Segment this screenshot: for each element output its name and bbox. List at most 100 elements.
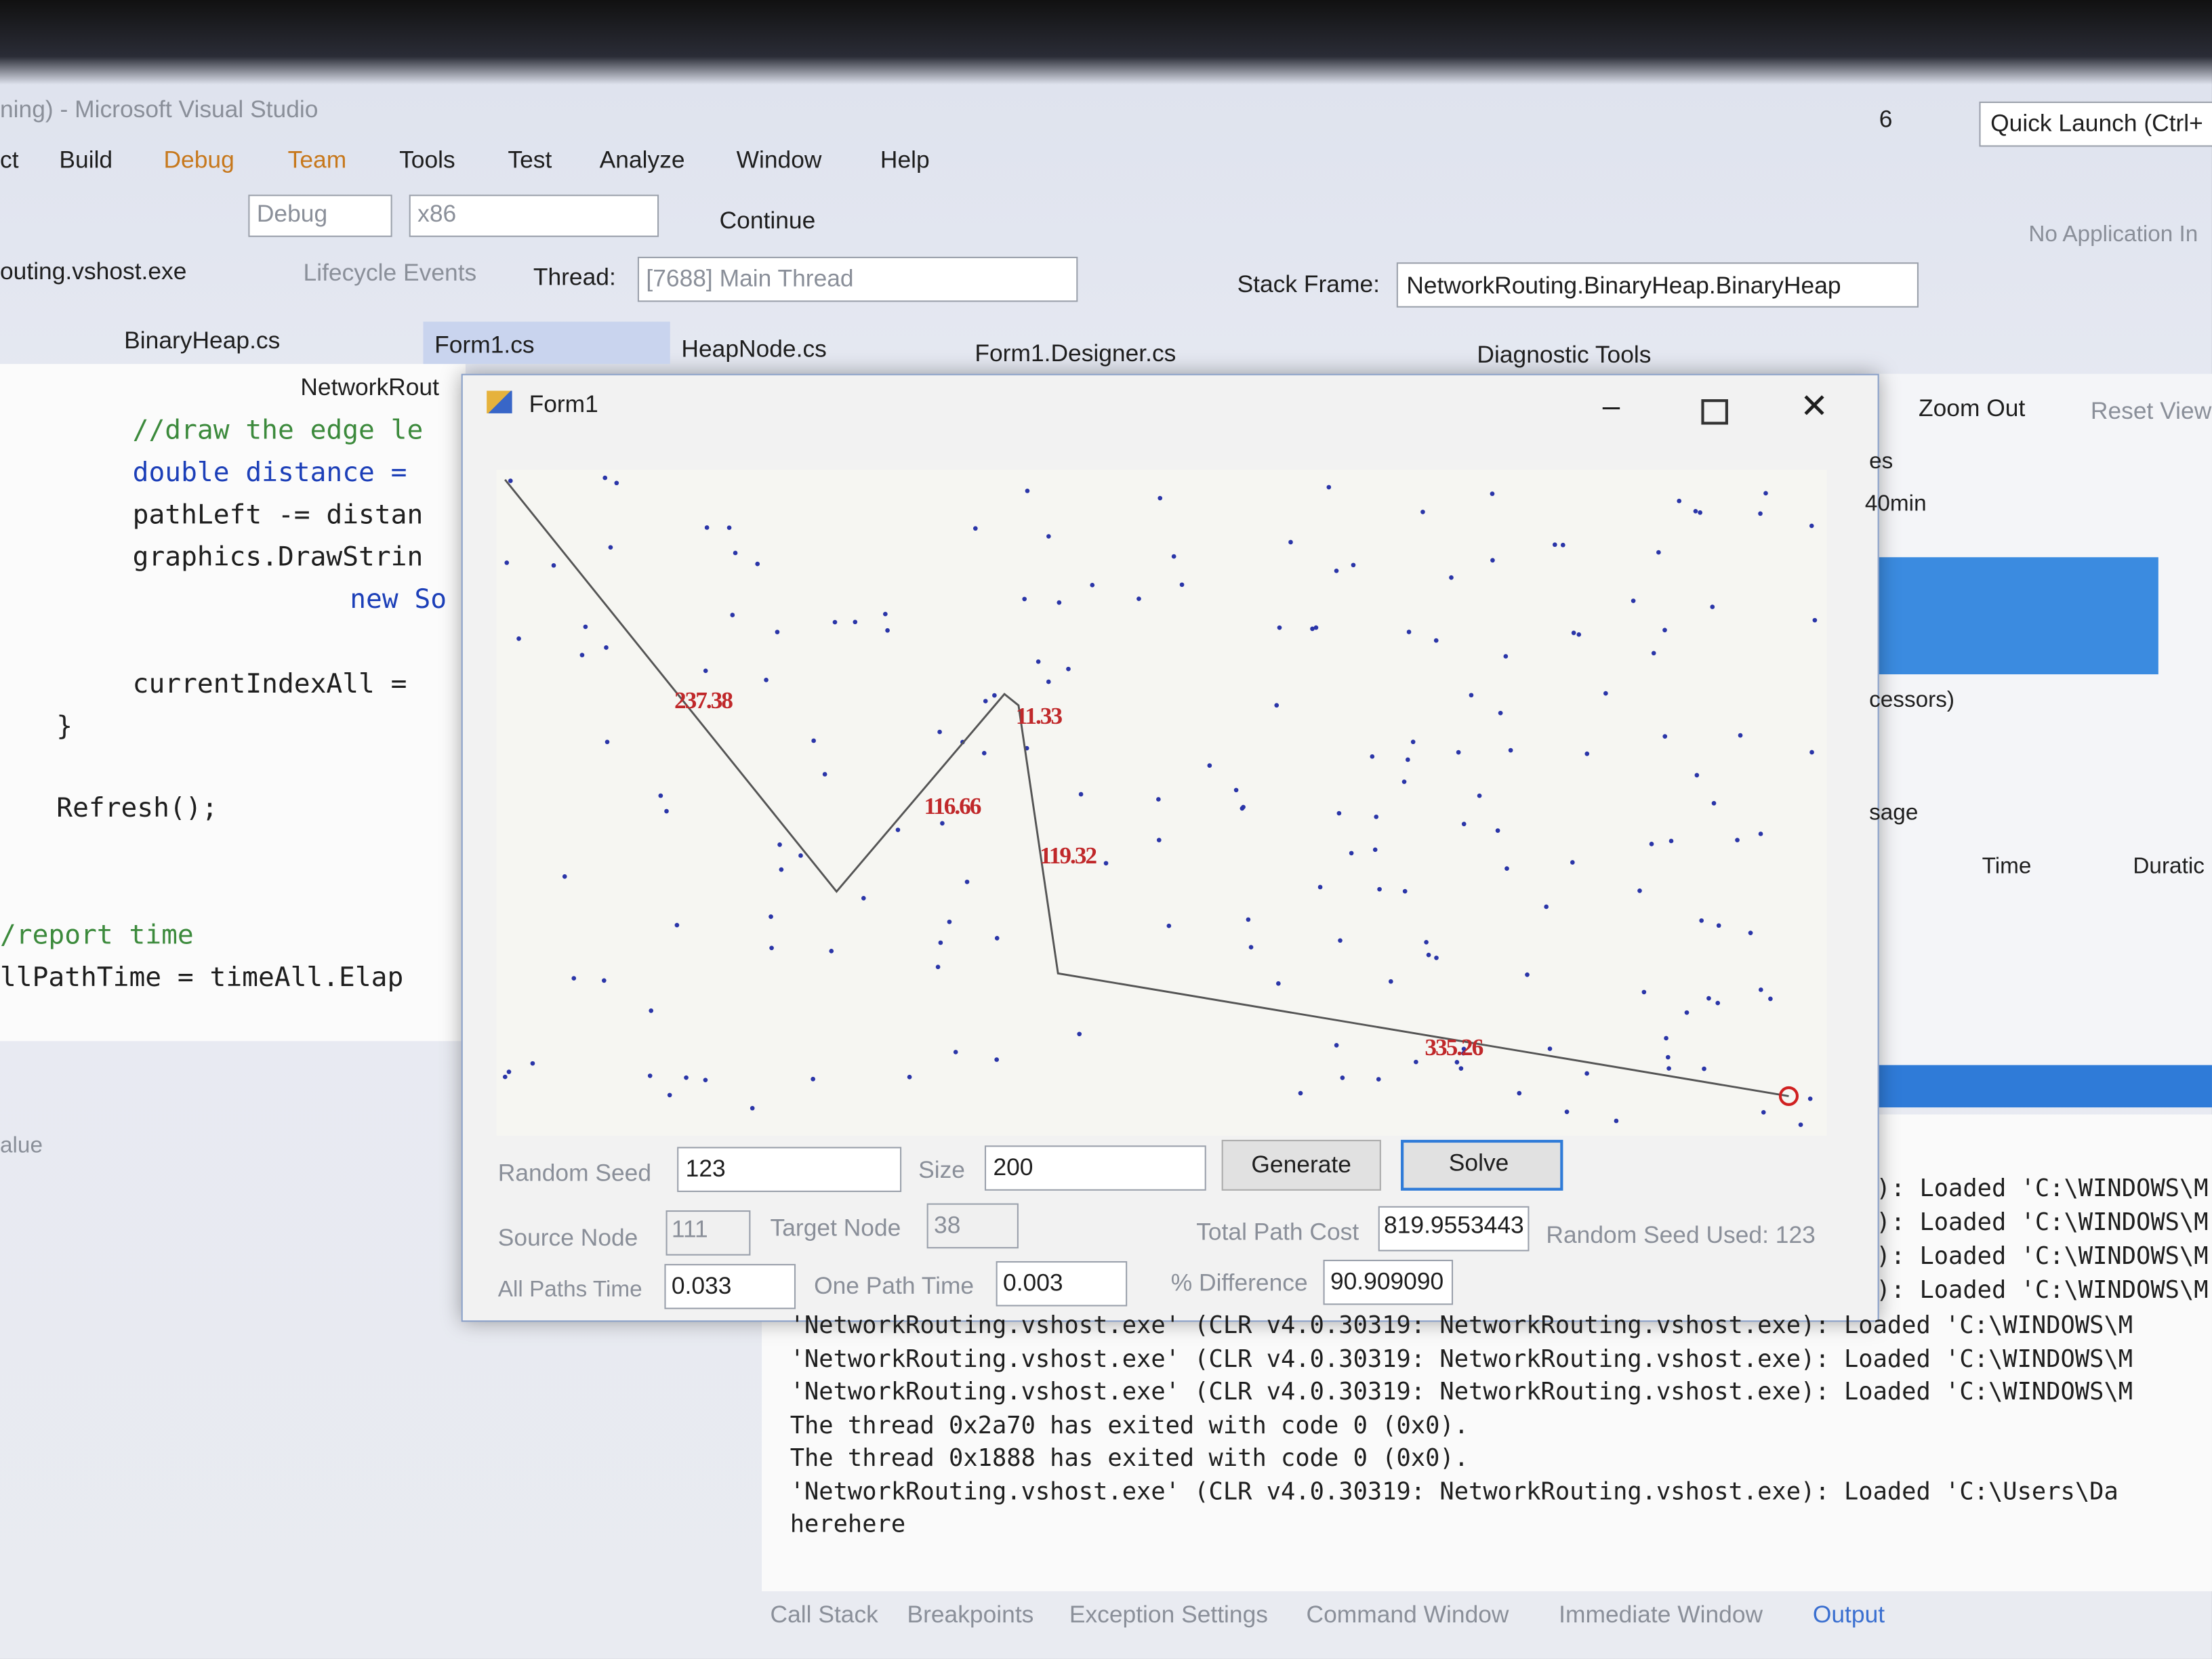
solve-label[interactable]: Solve [1448, 1149, 1509, 1177]
quick-launch[interactable]: Quick Launch (Ctrl+ [1990, 110, 2203, 137]
graph-node [1584, 751, 1590, 756]
graph-node [1458, 1066, 1464, 1071]
lifecycle-events[interactable]: Lifecycle Events [303, 260, 477, 287]
graph-node [1388, 979, 1393, 984]
graph-node [907, 1074, 912, 1080]
zoom-out-button[interactable]: Zoom Out [1918, 394, 2026, 422]
output-line: 'NetworkRouting.vshost.exe' (CLR v4.0.30… [790, 1378, 2133, 1407]
cost-box [1378, 1206, 1530, 1252]
graph-node [571, 976, 577, 981]
menu-item[interactable]: Build [59, 146, 113, 174]
tool-window-tab[interactable]: Output [1812, 1601, 1885, 1629]
generate-button[interactable] [1221, 1139, 1381, 1191]
graph-node [730, 613, 735, 617]
graph-node [1233, 787, 1239, 793]
config-combo-text[interactable]: Debug [256, 200, 328, 228]
tool-window-tab[interactable]: Command Window [1306, 1601, 1509, 1629]
tool-window-tab[interactable]: Immediate Window [1559, 1601, 1763, 1629]
graph-node [1274, 703, 1279, 708]
graph-node [1036, 659, 1041, 664]
graph-node [947, 919, 952, 924]
reset-view-button[interactable]: Reset View [2090, 398, 2212, 425]
document-tab[interactable]: Form1.cs [434, 331, 535, 359]
output-line: 'NetworkRouting.vshost.exe' (CLR v4.0.30… [790, 1345, 2133, 1374]
output-line: ): Loaded 'C:\WINDOWS\M [1876, 1208, 2209, 1237]
difference-value: 90.909090 [1330, 1268, 1444, 1295]
graph-node [885, 628, 890, 633]
config-combo[interactable] [248, 194, 392, 237]
document-tab[interactable]: Form1.Designer.cs [975, 340, 1176, 367]
menu-item[interactable]: Analyze [599, 146, 685, 174]
edge-cost: 335.26 [1425, 1033, 1483, 1061]
minimize-button[interactable]: – [1602, 388, 1620, 424]
tool-window-tab[interactable]: Call Stack [770, 1601, 878, 1629]
stack-combo[interactable] [1396, 262, 1919, 308]
graph-node [1525, 972, 1530, 977]
graph-node [1761, 1109, 1766, 1115]
total-cost-value: 819.9553443 [1384, 1212, 1524, 1239]
thread-combo[interactable] [637, 256, 1078, 302]
graph-node [775, 630, 780, 634]
random-seed-input[interactable]: 123 [685, 1155, 726, 1183]
process-combo[interactable]: outing.vshost.exe [0, 258, 187, 285]
graph-node [1498, 710, 1503, 716]
graph-node [1433, 638, 1439, 643]
graph-node [1495, 828, 1500, 833]
graph-node [562, 874, 567, 879]
menu-item[interactable]: Tools [399, 146, 455, 174]
stack-frame-text[interactable]: NetworkRouting.BinaryHeap.BinaryHeap [1406, 272, 1841, 300]
size-box[interactable] [984, 1145, 1206, 1191]
thread-label: Thread: [533, 264, 616, 291]
edge-cost: 119.32 [1040, 842, 1097, 869]
platform-combo[interactable] [409, 194, 659, 237]
document-tab[interactable]: BinaryHeap.cs [124, 327, 281, 354]
close-button[interactable]: ✕ [1800, 388, 1828, 426]
graph-node [1454, 1060, 1460, 1065]
random-seed-box[interactable] [677, 1147, 902, 1192]
graph-node [1334, 568, 1339, 573]
graph-node [1288, 539, 1293, 545]
thread-combo-text[interactable]: [7688] Main Thread [646, 265, 854, 292]
graph-node [1694, 773, 1700, 778]
menu-item[interactable]: Test [508, 146, 552, 174]
platform-combo-text[interactable]: x86 [417, 200, 457, 228]
graph-node [1738, 733, 1743, 738]
active-bar [1876, 1065, 2212, 1108]
source-box[interactable] [665, 1210, 751, 1256]
graph-node [1046, 534, 1051, 539]
graph-node [822, 772, 827, 777]
continue-button[interactable]: Continue [719, 207, 816, 234]
graph-node [1807, 1096, 1813, 1101]
graph-node [1469, 693, 1474, 698]
menu-item[interactable]: Help [880, 146, 930, 174]
tool-window-tab[interactable]: Breakpoints [907, 1601, 1034, 1629]
graph-node [1426, 952, 1431, 958]
tool-window-tab[interactable]: Exception Settings [1069, 1601, 1268, 1629]
graph-node [861, 896, 866, 901]
graph-node [895, 827, 901, 832]
generate-label[interactable]: Generate [1251, 1151, 1351, 1179]
quick-launch-box[interactable] [1979, 101, 2212, 147]
all-time-box [664, 1264, 796, 1309]
target-box[interactable] [926, 1203, 1019, 1249]
solve-button[interactable] [1401, 1139, 1563, 1191]
menu-item[interactable]: Debug [163, 146, 234, 174]
menu-item[interactable]: ct [0, 146, 19, 174]
source-node-input[interactable]: 111 [671, 1216, 708, 1243]
nav-combo[interactable]: NetworkRout [300, 373, 439, 401]
document-tab[interactable]: HeapNode.cs [681, 335, 827, 363]
menu-item[interactable]: Team [287, 146, 347, 174]
graph-node [1571, 630, 1576, 636]
target-node-input[interactable]: 38 [934, 1212, 961, 1239]
active-tab[interactable] [423, 321, 670, 365]
graph-node [1809, 523, 1814, 529]
graph-canvas [496, 470, 1827, 1136]
graph-node [1334, 1043, 1339, 1048]
maximize-button[interactable] [1701, 399, 1728, 425]
stack-frame-label: Stack Frame: [1237, 270, 1380, 298]
size-input[interactable]: 200 [993, 1153, 1033, 1181]
diagnostic-pane [1862, 373, 2212, 1065]
menu-item[interactable]: Window [736, 146, 822, 174]
graph-node [516, 636, 521, 641]
editor-pane [0, 364, 466, 1042]
